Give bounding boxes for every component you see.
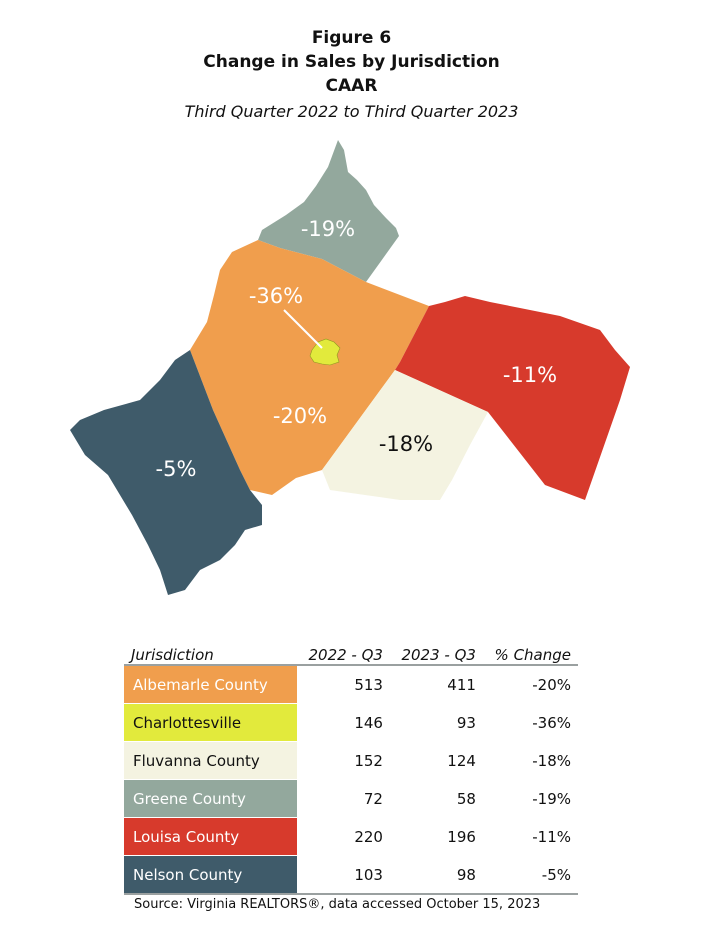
label-charlottesville: -36% bbox=[249, 284, 303, 308]
region-charlottesville bbox=[309, 338, 341, 366]
row-jurisdiction-name: Nelson County bbox=[124, 855, 297, 895]
region-albemarle bbox=[190, 240, 429, 495]
table-row: Charlottesville 146 93 -36% bbox=[124, 703, 578, 742]
row-jurisdiction-name: Louisa County bbox=[124, 817, 297, 856]
label-louisa: -11% bbox=[503, 363, 557, 387]
row-2023-q3: 196 bbox=[389, 817, 483, 856]
row-jurisdiction-name: Charlottesville bbox=[124, 703, 297, 742]
row-2022-q3: 220 bbox=[297, 817, 390, 856]
row-2023-q3: 93 bbox=[389, 703, 483, 742]
row-2023-q3: 124 bbox=[389, 741, 483, 780]
row-change: -20% bbox=[482, 665, 578, 704]
header-change: % Change bbox=[482, 640, 578, 666]
label-albemarle: -20% bbox=[273, 404, 327, 428]
row-change: -18% bbox=[482, 741, 578, 780]
row-jurisdiction-name: Greene County bbox=[124, 779, 297, 818]
table-row: Greene County 72 58 -19% bbox=[124, 779, 578, 818]
figure-header: Figure 6 Change in Sales by Jurisdiction… bbox=[0, 26, 703, 124]
header-2023-q3: 2023 - Q3 bbox=[389, 640, 483, 666]
row-2022-q3: 103 bbox=[297, 855, 390, 895]
region-greene bbox=[258, 140, 399, 282]
row-2023-q3: 411 bbox=[389, 665, 483, 704]
charlottesville-leader-line bbox=[283, 309, 323, 349]
header-jurisdiction: Jurisdiction bbox=[124, 640, 297, 666]
row-2023-q3: 98 bbox=[389, 855, 483, 895]
table-row: Louisa County 220 196 -11% bbox=[124, 817, 578, 856]
row-2022-q3: 72 bbox=[297, 779, 390, 818]
region-nelson bbox=[70, 350, 262, 595]
label-greene: -19% bbox=[301, 217, 355, 241]
label-nelson: -5% bbox=[156, 457, 197, 481]
region-fluvanna bbox=[322, 370, 488, 500]
row-change: -11% bbox=[482, 817, 578, 856]
table-row: Fluvanna County 152 124 -18% bbox=[124, 741, 578, 780]
label-fluvanna: -18% bbox=[379, 432, 433, 456]
row-change: -5% bbox=[482, 855, 578, 895]
row-change: -19% bbox=[482, 779, 578, 818]
row-2022-q3: 513 bbox=[297, 665, 390, 704]
row-2023-q3: 58 bbox=[389, 779, 483, 818]
jurisdiction-map: -19% -36% -20% -11% -18% -5% bbox=[70, 140, 630, 595]
row-jurisdiction-name: Albemarle County bbox=[124, 665, 297, 704]
figure-subtitle: Third Quarter 2022 to Third Quarter 2023 bbox=[184, 102, 519, 121]
table-header-row: Jurisdiction 2022 - Q3 2023 - Q3 % Chang… bbox=[124, 640, 578, 666]
row-change: -36% bbox=[482, 703, 578, 742]
region-louisa bbox=[395, 296, 630, 500]
sales-table: Jurisdiction 2022 - Q3 2023 - Q3 % Chang… bbox=[124, 640, 578, 895]
header-2022-q3: 2022 - Q3 bbox=[297, 640, 390, 666]
row-jurisdiction-name: Fluvanna County bbox=[124, 741, 297, 780]
table-row: Albemarle County 513 411 -20% bbox=[124, 665, 578, 704]
figure-number: Figure 6 bbox=[311, 28, 392, 48]
figure-org: CAAR bbox=[325, 76, 378, 96]
figure-title: Change in Sales by Jurisdiction bbox=[203, 52, 500, 72]
table-row: Nelson County 103 98 -5% bbox=[124, 855, 578, 895]
table-body: Albemarle County 513 411 -20% Charlottesvill… bbox=[124, 665, 578, 895]
row-2022-q3: 146 bbox=[297, 703, 390, 742]
row-2022-q3: 152 bbox=[297, 741, 390, 780]
source-note: Source: Virginia REALTORS®, data accesse… bbox=[134, 897, 541, 912]
